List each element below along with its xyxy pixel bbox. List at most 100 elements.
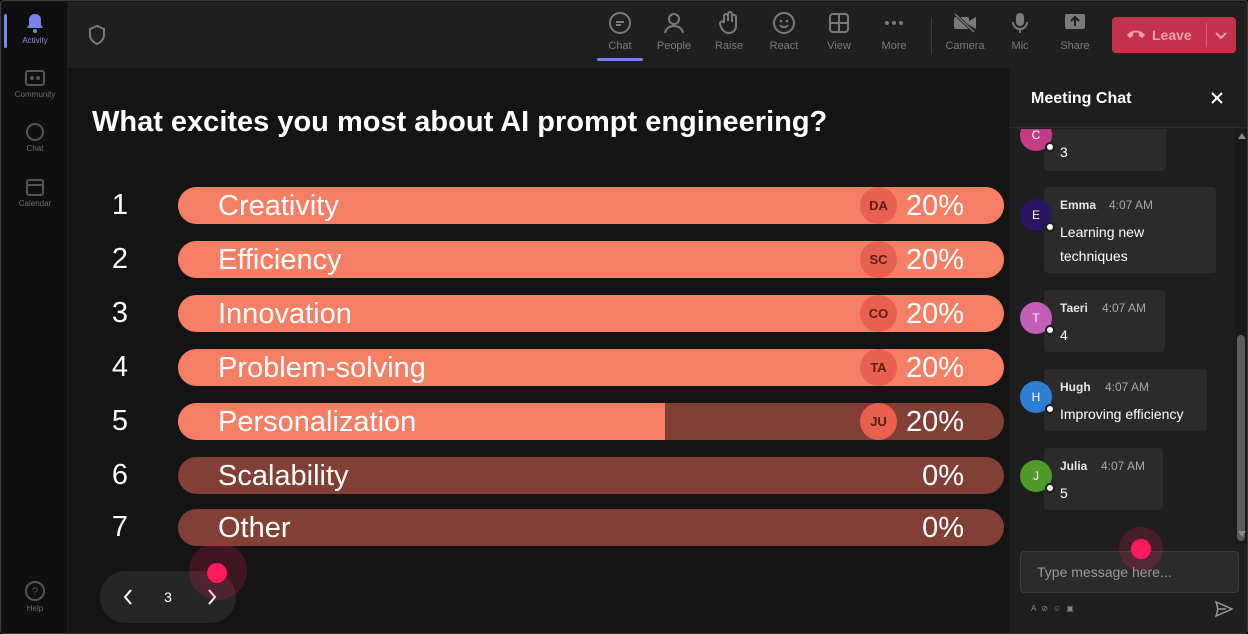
emoji-icon[interactable]: ☺ xyxy=(1053,604,1067,613)
chat-icon xyxy=(609,12,631,34)
scroll-down-arrow[interactable] xyxy=(1238,531,1246,537)
camera-button-label: Camera xyxy=(945,40,985,52)
more-dots-icon xyxy=(885,21,903,25)
chat-scrollbar[interactable] xyxy=(1235,129,1247,543)
message-text: Learning new techniques xyxy=(1060,224,1145,264)
poll-option-bar: Problem-solving TA 20% xyxy=(178,349,1004,386)
poll-question: What excites you most about AI prompt en… xyxy=(92,106,828,138)
scroll-thumb[interactable] xyxy=(1237,335,1245,541)
react-button[interactable]: React xyxy=(758,11,810,52)
option-label: Problem-solving xyxy=(218,352,426,384)
message-time: 4:07 AM xyxy=(1101,459,1146,473)
sender-name: Emma xyxy=(1060,198,1097,212)
message-time: 4:07 AM xyxy=(1109,198,1154,212)
community-icon xyxy=(25,70,45,86)
rail-item-chat[interactable]: Chat xyxy=(2,122,68,153)
chevron-right-icon[interactable] xyxy=(202,587,222,607)
message-bubble[interactable]: Julia 4:07 AM 5 xyxy=(1044,448,1163,510)
scroll-up-arrow[interactable] xyxy=(1238,133,1246,139)
people-icon xyxy=(664,13,684,34)
option-number: 1 xyxy=(111,189,129,221)
voter-avatar: JU xyxy=(860,403,897,440)
poll-option-bar: Efficiency SC 20% xyxy=(178,241,1004,278)
rail-label: Help xyxy=(26,604,44,613)
more-button[interactable]: More xyxy=(868,11,920,52)
avatar[interactable]: H xyxy=(1020,381,1055,414)
message-bubble[interactable]: Taeri 4:07 AM 4 xyxy=(1044,290,1165,352)
message-text: 4 xyxy=(1060,327,1068,343)
view-button-label: View xyxy=(827,40,851,52)
option-number: 4 xyxy=(111,351,129,383)
rail-item-help[interactable]: ? Help xyxy=(2,580,68,613)
rail-item-activity[interactable]: Activity xyxy=(2,12,68,45)
pointer-dot xyxy=(1131,539,1151,559)
chat-button[interactable]: Chat xyxy=(594,11,646,61)
share-button[interactable]: Share xyxy=(1049,11,1101,52)
mic-button[interactable]: Mic xyxy=(994,11,1046,52)
message-time: 4:07 AM xyxy=(1102,129,1146,132)
presence-status-icon xyxy=(1045,325,1055,335)
compose-tools: A⊘☺▣ xyxy=(1031,604,1079,613)
people-button[interactable]: People xyxy=(648,11,700,52)
presence-status-icon xyxy=(1045,404,1055,414)
message-bubble[interactable]: Hugh 4:07 AM Improving efficiency xyxy=(1044,369,1207,431)
send-icon[interactable] xyxy=(1214,600,1234,618)
avatar[interactable]: E xyxy=(1020,199,1055,232)
mic-button-label: Mic xyxy=(1011,40,1029,52)
camera-button[interactable]: Camera xyxy=(939,11,991,52)
option-percent: 0% xyxy=(922,512,964,544)
option-label: Scalability xyxy=(218,460,349,492)
option-percent: 20% xyxy=(905,190,964,222)
attach-icon[interactable]: ⊘ xyxy=(1041,604,1054,613)
message-bubble[interactable]: Emma 4:07 AM Learning new techniques xyxy=(1044,187,1216,273)
option-percent: 20% xyxy=(905,352,964,384)
leave-button[interactable]: Leave xyxy=(1112,17,1236,53)
chat-message-input[interactable] xyxy=(1020,551,1239,593)
message-text: 5 xyxy=(1060,485,1068,501)
option-percent: 20% xyxy=(905,244,964,276)
presence-status-icon xyxy=(1045,142,1055,152)
hand-icon xyxy=(718,11,737,35)
option-label: Other xyxy=(218,512,291,544)
help-icon: ? xyxy=(25,581,45,601)
raise-hand-button[interactable]: Raise xyxy=(703,11,755,52)
sender-name: Julia xyxy=(1060,459,1088,473)
grid-view-icon xyxy=(829,13,849,33)
chevron-left-icon[interactable] xyxy=(118,587,138,607)
message-text: 3 xyxy=(1060,144,1068,160)
meeting-chat-panel: Meeting Chat Colin 4:07 AM 3 C Emma 4:07 AM Le… xyxy=(1009,68,1247,633)
poll-option-bar: Innovation CO 20% xyxy=(178,295,1004,332)
share-screen-icon xyxy=(1065,14,1085,29)
option-label: Efficiency xyxy=(218,244,342,276)
option-number: 5 xyxy=(111,405,129,437)
format-icon[interactable]: A xyxy=(1031,604,1042,613)
smiley-icon xyxy=(773,12,795,34)
rail-item-community[interactable]: Community xyxy=(2,68,68,99)
chat-message: Emma 4:07 AM Learning new techniques E xyxy=(1009,187,1234,273)
avatar-initial: T xyxy=(1032,311,1040,325)
rail-label: Calendar xyxy=(18,199,52,208)
hangup-phone-icon xyxy=(1127,30,1145,38)
chat-icon xyxy=(26,123,44,141)
chat-message: Julia 4:07 AM 5 J xyxy=(1009,448,1234,510)
view-button[interactable]: View xyxy=(813,11,865,52)
option-number: 3 xyxy=(111,297,129,329)
chevron-down-icon[interactable] xyxy=(1213,27,1229,43)
shield-icon[interactable] xyxy=(88,25,106,45)
option-fill xyxy=(178,403,666,440)
message-bubble[interactable]: Colin 4:07 AM 3 xyxy=(1044,129,1166,171)
option-percent: 20% xyxy=(905,406,964,438)
rail-item-calendar[interactable]: Calendar xyxy=(2,177,68,208)
chat-message: Taeri 4:07 AM 4 T xyxy=(1009,290,1234,352)
avatar[interactable]: J xyxy=(1020,460,1055,493)
option-number: 6 xyxy=(111,459,129,491)
gif-icon[interactable]: ▣ xyxy=(1066,604,1079,613)
sender-name: Hugh xyxy=(1060,380,1091,394)
avatar[interactable]: T xyxy=(1020,302,1055,335)
avatar-initial: H xyxy=(1031,390,1041,404)
app-rail: Activity Community Chat Calendar ? Help xyxy=(2,2,68,633)
avatar[interactable]: C xyxy=(1020,129,1055,152)
voter-avatar: TA xyxy=(860,349,897,386)
close-icon[interactable] xyxy=(1209,90,1225,106)
react-button-label: React xyxy=(769,40,799,52)
